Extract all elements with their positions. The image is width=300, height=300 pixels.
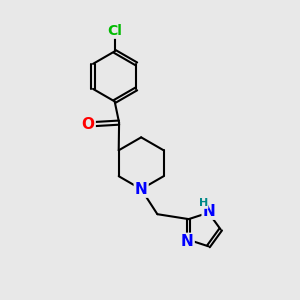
- Text: N: N: [181, 234, 194, 249]
- Text: Cl: Cl: [107, 24, 122, 38]
- Text: N: N: [203, 204, 215, 219]
- Text: N: N: [135, 182, 148, 197]
- Text: O: O: [82, 117, 95, 132]
- Text: H: H: [199, 198, 208, 208]
